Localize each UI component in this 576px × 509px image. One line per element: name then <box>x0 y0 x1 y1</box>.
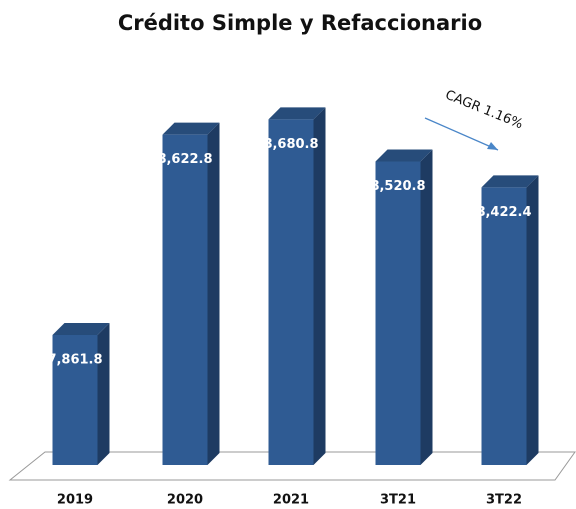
bar <box>52 334 98 465</box>
chart-title: Crédito Simple y Refaccionario <box>118 11 482 35</box>
bar <box>375 161 421 466</box>
bar-top <box>52 322 110 335</box>
trend-arrow <box>424 117 499 151</box>
value-label: 8,520.8 <box>370 179 425 194</box>
bar-side <box>207 122 220 465</box>
bar-top <box>375 149 433 162</box>
x-tick-label: 2019 <box>57 493 93 508</box>
bar-side <box>313 107 326 465</box>
x-tick-label: 3T21 <box>380 493 416 508</box>
bar-side <box>526 175 539 466</box>
x-tick-label: 2021 <box>273 493 309 508</box>
bar-top <box>162 122 220 135</box>
bar-top <box>268 107 326 120</box>
bar <box>162 134 208 465</box>
x-tick-label: 2020 <box>167 493 203 508</box>
value-label: 8,622.8 <box>157 152 212 167</box>
bar-top <box>481 175 539 188</box>
x-tick-label: 3T22 <box>486 493 522 508</box>
annotation: CAGR 1.16% <box>443 88 525 133</box>
arrow-head <box>487 142 498 150</box>
bar <box>268 119 314 465</box>
value-label: 7,861.8 <box>47 352 102 367</box>
value-label: 8,422.4 <box>476 205 531 220</box>
bar <box>481 187 527 466</box>
bar-side <box>97 322 110 465</box>
bar-side <box>420 149 433 466</box>
value-label: 8,680.8 <box>263 137 318 152</box>
floor <box>8 451 576 481</box>
